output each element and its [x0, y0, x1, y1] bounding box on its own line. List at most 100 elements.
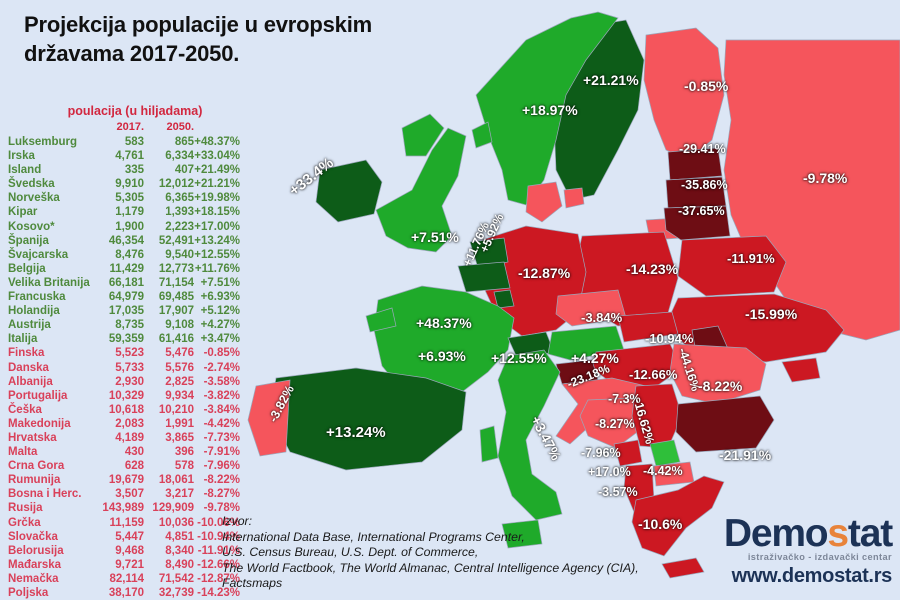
cell-pct: -0.85% — [203, 347, 240, 360]
cell-name: Italija — [8, 333, 38, 346]
cell-y2017: 11,159 — [109, 516, 144, 529]
cell-name: Rusija — [8, 502, 43, 515]
table-header-label: poulacija (u hiljadama) — [67, 104, 203, 118]
cell-y2050: 5,576 — [165, 361, 194, 374]
cell-pct: -2.74% — [203, 361, 240, 374]
page-title: Projekcija populacije u evropskim država… — [24, 10, 504, 68]
cell-y2017: 66,181 — [108, 276, 144, 289]
cell-pct: +21.21% — [194, 178, 240, 191]
cell-name: Irska — [8, 150, 35, 163]
table-row: Danska 5,733 5,576 -2.74% — [8, 361, 240, 375]
cell-y2017: 5,305 — [115, 192, 144, 205]
cell-pct: +3.47% — [200, 333, 240, 346]
logo-word-part-3: tat — [847, 512, 893, 555]
cell-y2017: 8,735 — [115, 319, 144, 332]
cell-pct: -12.66% — [197, 558, 240, 571]
cell-y2017: 335 — [124, 164, 144, 177]
cell-pct: -4.42% — [203, 417, 240, 430]
table-row: Norveška 5,305 6,365 +19.98% — [8, 191, 240, 205]
col-header-2050: 2050. — [166, 121, 194, 133]
cell-y2017: 8,476 — [115, 248, 144, 261]
cell-name: Švajcarska — [8, 248, 69, 261]
cell-pct: -11.91% — [197, 544, 240, 557]
cell-y2017: 11,429 — [109, 262, 144, 275]
cell-y2017: 64,979 — [108, 291, 144, 304]
cell-name: Španija — [8, 234, 49, 247]
cell-y2017: 9,721 — [115, 558, 144, 571]
table-row: Hrvatska 4,189 3,865 -7.73% — [8, 431, 240, 445]
cell-y2050: 1,393 — [165, 206, 194, 219]
cell-pct: +6.93% — [200, 291, 240, 304]
logo-tagline: istraživačko - izdavački centar — [747, 551, 892, 562]
cell-pct: +11.76% — [194, 262, 240, 275]
table-row: Belgija 11,429 12,773 +11.76% — [8, 262, 240, 276]
table-row: Poljska 38,170 32,739 -14.23% — [8, 586, 240, 600]
cell-pct: -7.91% — [203, 446, 240, 459]
cell-name: Holandija — [8, 305, 60, 318]
cell-name: Kipar — [8, 206, 38, 219]
cell-pct: -3.58% — [203, 375, 240, 388]
cell-y2050: 61,416 — [158, 333, 194, 346]
cell-name: Mađarska — [8, 558, 62, 571]
cell-y2050: 3,865 — [165, 431, 194, 444]
table-row: Island 335 407 +21.49% — [8, 163, 240, 177]
cell-name: Norveška — [8, 192, 60, 205]
table-row: Albanija 2,930 2,825 -3.58% — [8, 375, 240, 389]
table-row: Italija 59,359 61,416 +3.47% — [8, 332, 240, 346]
cell-y2050: 17,907 — [158, 305, 194, 318]
table-row: Luksemburg 583 865 +48.37% — [8, 135, 240, 149]
cell-y2017: 5,733 — [115, 361, 144, 374]
cell-name: Kosovo* — [8, 220, 55, 233]
cell-name: Makedonija — [8, 417, 71, 430]
cell-pct: -14.23% — [197, 587, 240, 599]
table-row: Portugalija 10,329 9,934 -3.82% — [8, 389, 240, 403]
cell-name: Belorusija — [8, 544, 64, 557]
cell-y2050: 12,012 — [158, 178, 194, 191]
logo-word-part-1: Demo — [723, 512, 829, 555]
cell-pct: -7.73% — [203, 431, 240, 444]
table-row: Finska 5,523 5,476 -0.85% — [8, 346, 240, 360]
cell-y2017: 2,083 — [115, 417, 144, 430]
cell-name: Velika Britanija — [8, 276, 90, 289]
cell-pct: +21.49% — [194, 164, 240, 177]
cell-y2017: 2,930 — [115, 375, 144, 388]
table-row: Švajcarska 8,476 9,540 +12.55% — [8, 248, 240, 262]
logo-wordmark: Demostat — [632, 514, 893, 553]
cell-pct: -3.84% — [203, 403, 240, 416]
cell-name: Albanija — [8, 375, 53, 388]
population-table-body: Luksemburg 583 865 +48.37% Irska 4,761 6,334 +3… — [8, 135, 240, 600]
demostat-logo[interactable]: Demostat istraživačko - izdavački centar… — [632, 514, 893, 588]
table-row: Češka 10,618 10,210 -3.84% — [8, 403, 240, 417]
table-row: Crna Gora 628 578 -7.96% — [8, 459, 240, 473]
col-header-country — [8, 121, 94, 133]
cell-y2050: 32,739 — [158, 587, 194, 599]
cell-pct: -12.87% — [197, 572, 240, 585]
cell-pct: -7.96% — [203, 460, 240, 473]
table-row: Velika Britanija 66,181 71,154 +7.51% — [8, 276, 240, 290]
table-row: Austrija 8,735 9,108 +4.27% — [8, 318, 240, 332]
cell-y2050: 71,542 — [158, 572, 194, 585]
cell-y2050: 18,061 — [158, 474, 194, 487]
cell-y2017: 19,679 — [108, 474, 144, 487]
cell-name: Rumunija — [8, 474, 61, 487]
cell-pct: +7.51% — [200, 276, 240, 289]
cell-name: Grčka — [8, 516, 41, 529]
cell-name: Češka — [8, 403, 42, 416]
cell-name: Švedska — [8, 178, 55, 191]
cell-name: Austrija — [8, 319, 51, 332]
cell-pct: -3.82% — [203, 389, 240, 402]
cell-pct: +17.00% — [194, 220, 240, 233]
cell-name: Belgija — [8, 262, 46, 275]
table-row: Španija 46,354 52,491 +13.24% — [8, 234, 240, 248]
cell-name: Island — [8, 164, 42, 177]
table-row: Slovačka 5,447 4,851 -10.94% — [8, 530, 240, 544]
logo-url[interactable]: www.demostat.rs — [731, 564, 893, 587]
cell-y2050: 1,991 — [165, 417, 194, 430]
cell-pct: +48.37% — [194, 136, 240, 148]
cell-name: Nemačka — [8, 572, 59, 585]
cell-name: Finska — [8, 347, 45, 360]
title-line-2: država­ma 2017-2050. — [24, 41, 240, 67]
cell-y2017: 9,468 — [115, 544, 144, 557]
table-row: Belorusija 9,468 8,340 -11.91% — [8, 544, 240, 558]
